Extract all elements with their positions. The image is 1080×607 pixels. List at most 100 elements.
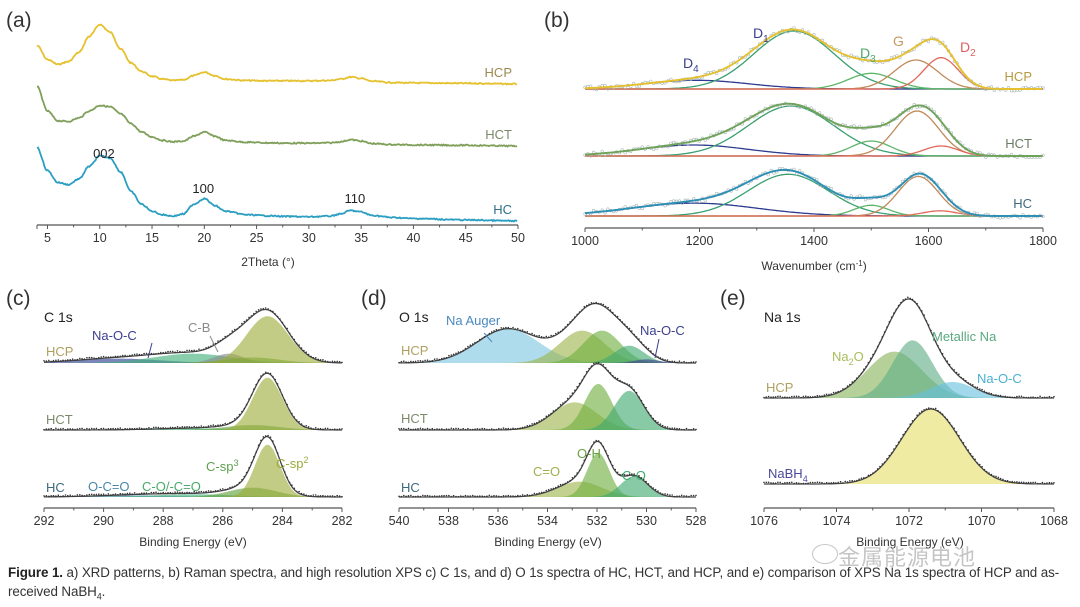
xps-data-point [1050, 482, 1053, 484]
xps-data-point [83, 358, 86, 360]
xps-data-point [231, 486, 234, 488]
xps-data-point [498, 427, 500, 430]
xps-data-point [585, 304, 588, 307]
xps-data-point [1037, 482, 1039, 485]
xps-data-point [312, 356, 315, 359]
raman-data-point [1041, 86, 1045, 90]
xps-data-point [460, 495, 462, 497]
xps-data-point [1002, 478, 1004, 481]
xps-data-point [334, 428, 336, 431]
xps-data-point [680, 361, 683, 364]
xps-data-point [788, 481, 791, 484]
xps-data-point [825, 393, 828, 396]
xps-data-point [50, 427, 52, 430]
xps-data-point [652, 353, 654, 355]
xps-data-point [614, 376, 616, 379]
xps-data-point [179, 426, 181, 429]
xps-data-point [821, 481, 823, 484]
xps-data-point [512, 495, 514, 497]
xps-data-point [524, 330, 526, 333]
xps-data-point [188, 491, 191, 494]
xps-component-d-hc [399, 481, 696, 497]
xps-data-point [616, 377, 619, 380]
xps-data-point [95, 427, 98, 430]
xps-data-point [695, 361, 697, 363]
xps-data-point [186, 349, 188, 352]
xps-data-point [140, 354, 143, 356]
xps-data-point [88, 493, 91, 496]
peak-annotation-na-o-c: Na-O-C [92, 328, 137, 343]
xps-data-point [457, 427, 460, 430]
xps-data-point [260, 308, 262, 310]
xps-data-point [1004, 480, 1007, 482]
xps-data-point [264, 307, 267, 309]
xps-data-point [571, 477, 574, 479]
xps-data-point [245, 403, 248, 406]
xps-data-point [414, 360, 417, 363]
xps-data-point [417, 495, 419, 498]
xps-data-point [107, 493, 110, 495]
xps-data-point [609, 460, 612, 463]
xps-data-point [71, 428, 74, 430]
xps-data-point [524, 494, 526, 497]
xps-data-point [695, 494, 697, 497]
xps-data-point [200, 425, 203, 427]
xps-data-point [821, 395, 823, 397]
peak-annotation-na-auger: Na Auger [446, 313, 501, 328]
xps-data-point [853, 480, 856, 482]
xps-data-point [171, 350, 174, 353]
xps-data-point [210, 345, 212, 348]
xps-data-point [883, 331, 886, 333]
xps-data-point [990, 473, 993, 476]
xps-data-point [1037, 396, 1039, 399]
xps-data-point [490, 428, 493, 430]
xps-data-point [236, 416, 238, 419]
raman-component-d1-hcp [585, 30, 1043, 90]
xps-data-point [557, 485, 559, 487]
xps-data-point [856, 377, 858, 380]
xps-data-point [57, 494, 60, 497]
xps-data-point [267, 434, 269, 437]
xps-data-point [145, 492, 148, 494]
xps-data-point [131, 427, 133, 430]
xps-data-point [253, 312, 255, 315]
x-tick-label-d: 532 [587, 514, 608, 528]
xps-data-point [305, 494, 308, 497]
xps-data-point [846, 385, 849, 387]
xps-data-point [886, 458, 888, 460]
xps-data-point [633, 333, 635, 336]
xps-data-point [455, 427, 457, 430]
xps-data-point [117, 355, 119, 358]
xps-data-point [176, 491, 179, 493]
xps-data-point [257, 444, 260, 447]
x-tick-label-a: 45 [459, 231, 473, 245]
xps-data-point [59, 495, 62, 498]
xps-data-point [426, 494, 429, 497]
xps-data-point [904, 431, 907, 433]
xps-data-point [341, 495, 343, 498]
xrd-trace-hc [36, 146, 518, 223]
xps-data-point [784, 396, 786, 399]
xps-data-point [800, 396, 802, 399]
xps-data-point [1025, 396, 1027, 399]
xps-data-point [832, 391, 835, 394]
xps-data-point [181, 351, 184, 353]
panel-a-xrd: (a) HCP HCT HC 002 100 110 5 10 15 20 25 30 35 40 45 5… [6, 9, 525, 269]
xps-component-c-hc [44, 444, 342, 497]
xps-data-point [195, 350, 198, 352]
xps-data-point [48, 359, 50, 362]
xps-data-point [124, 427, 126, 430]
xps-data-point [400, 427, 403, 430]
xps-data-point [226, 488, 229, 490]
xps-data-point [145, 427, 148, 430]
xps-data-point [526, 425, 529, 427]
xps-data-point [193, 425, 195, 428]
xps-data-point [958, 434, 960, 437]
xps-data-point [795, 395, 798, 398]
xps-data-point [205, 426, 207, 428]
xps-data-point [946, 418, 949, 421]
xps-data-point [410, 494, 412, 497]
xps-data-point [772, 396, 775, 398]
xps-data-point [671, 360, 673, 363]
